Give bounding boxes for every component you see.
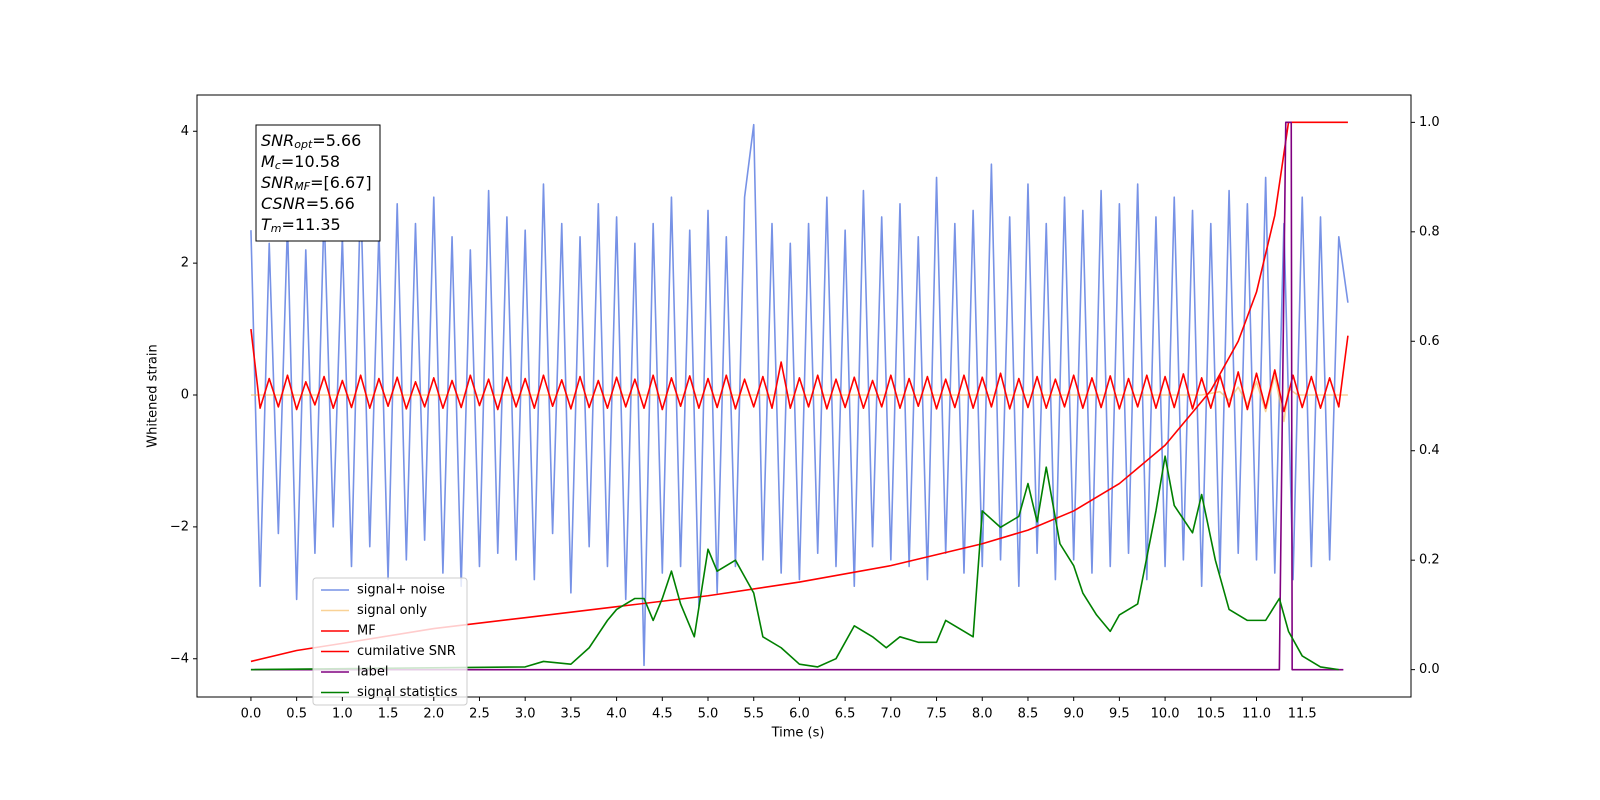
x-tick-label: 7.0 — [881, 707, 902, 722]
x-tick-label: 2.0 — [423, 707, 444, 722]
x-tick-label: 5.5 — [743, 707, 764, 722]
x-tick-label: 9.0 — [1063, 707, 1084, 722]
legend-label: cumilative SNR — [357, 644, 456, 659]
annotation-box: SNRopt=5.66Mc=10.58SNRMF=[6.67]CSNR=5.66… — [255, 124, 381, 242]
annotation-symbol: SNR — [261, 173, 294, 192]
x-tick-label: 11.0 — [1242, 707, 1271, 722]
x-tick-label: 9.5 — [1109, 707, 1130, 722]
y-tick-label: 0 — [181, 388, 189, 403]
annotation-symbol: SNR — [261, 131, 294, 150]
x-tick-label: 1.5 — [378, 707, 399, 722]
series-line — [250, 455, 1339, 671]
y-tick-label: 4 — [181, 124, 189, 139]
annotation-line: Mc=10.58 — [261, 152, 340, 173]
x-tick-label: 3.5 — [561, 707, 582, 722]
x-tick-label: 0.5 — [286, 707, 307, 722]
annotation-value: =10.58 — [281, 152, 340, 171]
y2-tick-label: 0.6 — [1419, 334, 1440, 349]
series-line — [250, 121, 1344, 671]
legend-label: MF — [357, 624, 376, 639]
x-tick-label: 6.0 — [789, 707, 810, 722]
y2-tick-label: 0.8 — [1419, 224, 1440, 239]
x-tick-label: 2.5 — [469, 707, 490, 722]
legend-label: signal only — [357, 603, 427, 618]
x-tick-label: 8.5 — [1018, 707, 1039, 722]
annotation-line: Tm=11.35 — [261, 215, 341, 236]
annotation-value: =[6.67] — [310, 173, 372, 192]
annotation-line: CSNR=5.66 — [261, 194, 355, 213]
y2-tick-label: 0.2 — [1419, 553, 1440, 568]
annotation-subscript: MF — [294, 180, 310, 193]
annotation-value: =5.66 — [306, 194, 355, 213]
annotation-value: =11.35 — [282, 215, 341, 234]
y-tick-label: −4 — [170, 651, 189, 666]
x-axis-label: Time (s) — [771, 726, 825, 741]
annotation-symbol: CSNR — [261, 194, 306, 213]
annotation-subscript: c — [275, 159, 281, 172]
x-tick-label: 10.0 — [1151, 707, 1180, 722]
x-tick-label: 4.5 — [652, 707, 673, 722]
annotation-subscript: m — [271, 222, 282, 235]
y2-tick-label: 0.4 — [1419, 443, 1440, 458]
series-line — [250, 328, 1349, 413]
annotation-symbol: M — [261, 152, 275, 171]
legend-label: signal statistics — [357, 685, 458, 700]
annotation-line: SNRopt=5.66 — [261, 131, 361, 152]
legend-label: label — [357, 665, 388, 680]
x-tick-label: 3.0 — [515, 707, 536, 722]
legend-label: signal+ noise — [357, 583, 445, 598]
annotation-line: SNRMF=[6.67] — [261, 173, 372, 194]
x-tick-label: 11.5 — [1288, 707, 1317, 722]
annotation-subscript: opt — [294, 138, 313, 151]
y-tick-label: −2 — [170, 519, 189, 534]
x-tick-label: 10.5 — [1196, 707, 1225, 722]
x-tick-label: 5.0 — [698, 707, 719, 722]
legend: signal+ noise signal only MF cumilative SNR… — [312, 577, 468, 706]
y2-tick-label: 0.0 — [1419, 662, 1440, 677]
annotation-symbol: T — [261, 215, 272, 234]
axes-frame — [196, 94, 1412, 698]
x-tick-label: 0.0 — [241, 707, 262, 722]
annotation-value: =5.66 — [312, 131, 361, 150]
annotation-frame — [255, 124, 381, 242]
y2-tick-label: 1.0 — [1419, 115, 1440, 130]
series-line — [250, 374, 1348, 423]
x-tick-label: 8.0 — [972, 707, 993, 722]
series-line — [250, 123, 1349, 667]
x-tick-label: 6.5 — [835, 707, 856, 722]
y-tick-label: 2 — [181, 256, 189, 271]
legend-frame — [312, 577, 468, 706]
x-tick-label: 1.0 — [332, 707, 353, 722]
x-tick-label: 7.5 — [926, 707, 947, 722]
y-axis-label: Whitened strain — [146, 344, 161, 447]
x-tick-label: 4.0 — [606, 707, 627, 722]
